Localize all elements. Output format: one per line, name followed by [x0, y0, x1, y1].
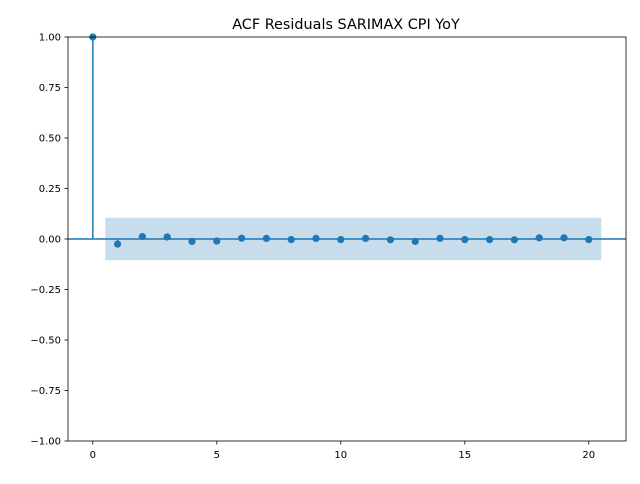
- acf-point-lag-2: [138, 232, 146, 241]
- acf-point-lag-15: [461, 236, 469, 244]
- y-tick-label-7: 0.75: [39, 83, 61, 94]
- acf-point-lag-13: [411, 237, 419, 246]
- acf-point-lag-5: [213, 237, 221, 245]
- y-tick-label-8: 1.00: [39, 33, 61, 44]
- x-tick-label-5: 5: [214, 450, 220, 461]
- acf-point-lag-18: [535, 234, 543, 242]
- acf-point-lag-12: [386, 236, 394, 244]
- y-tick-label-2: −0.50: [30, 336, 61, 347]
- acf-point-lag-10: [337, 236, 345, 244]
- x-tick-label-20: 20: [582, 450, 595, 461]
- y-tick-label-6: 0.50: [39, 134, 61, 145]
- y-tick-label-1: −0.75: [30, 386, 61, 397]
- y-tick-label-4: 0.00: [39, 235, 61, 246]
- acf-point-lag-3: [163, 233, 171, 241]
- x-tick-label-10: 10: [334, 450, 347, 461]
- acf-point-lag-16: [486, 236, 494, 244]
- y-tick-label-5: 0.25: [39, 184, 61, 195]
- acf-point-lag-14: [436, 234, 444, 242]
- acf-point-lag-4: [188, 237, 196, 246]
- y-tick-label-0: −1.00: [30, 437, 61, 448]
- acf-point-lag-17: [510, 236, 518, 244]
- acf-point-lag-6: [238, 234, 246, 242]
- tick-layer: 0 5 10 15 20 −1.00 −0.75 −0.50 −0.25 0.00 0.25 0.50…: [30, 33, 595, 461]
- acf-point-lag-9: [312, 234, 320, 242]
- acf-point-lag-7: [262, 234, 270, 242]
- x-tick-label-0: 0: [90, 450, 96, 461]
- stem-layer: [68, 37, 626, 245]
- acf-point-lag-8: [287, 236, 295, 244]
- chart-title: ACF Residuals SARIMAX CPI YoY: [232, 17, 460, 33]
- acf-point-lag-20: [585, 236, 593, 244]
- acf-point-lag-11: [362, 234, 370, 242]
- marker-layer: [89, 33, 593, 248]
- acf-point-lag-1: [114, 240, 122, 248]
- y-tick-label-3: −0.25: [30, 285, 61, 296]
- acf-point-lag-19: [560, 234, 568, 242]
- x-tick-label-15: 15: [458, 450, 471, 461]
